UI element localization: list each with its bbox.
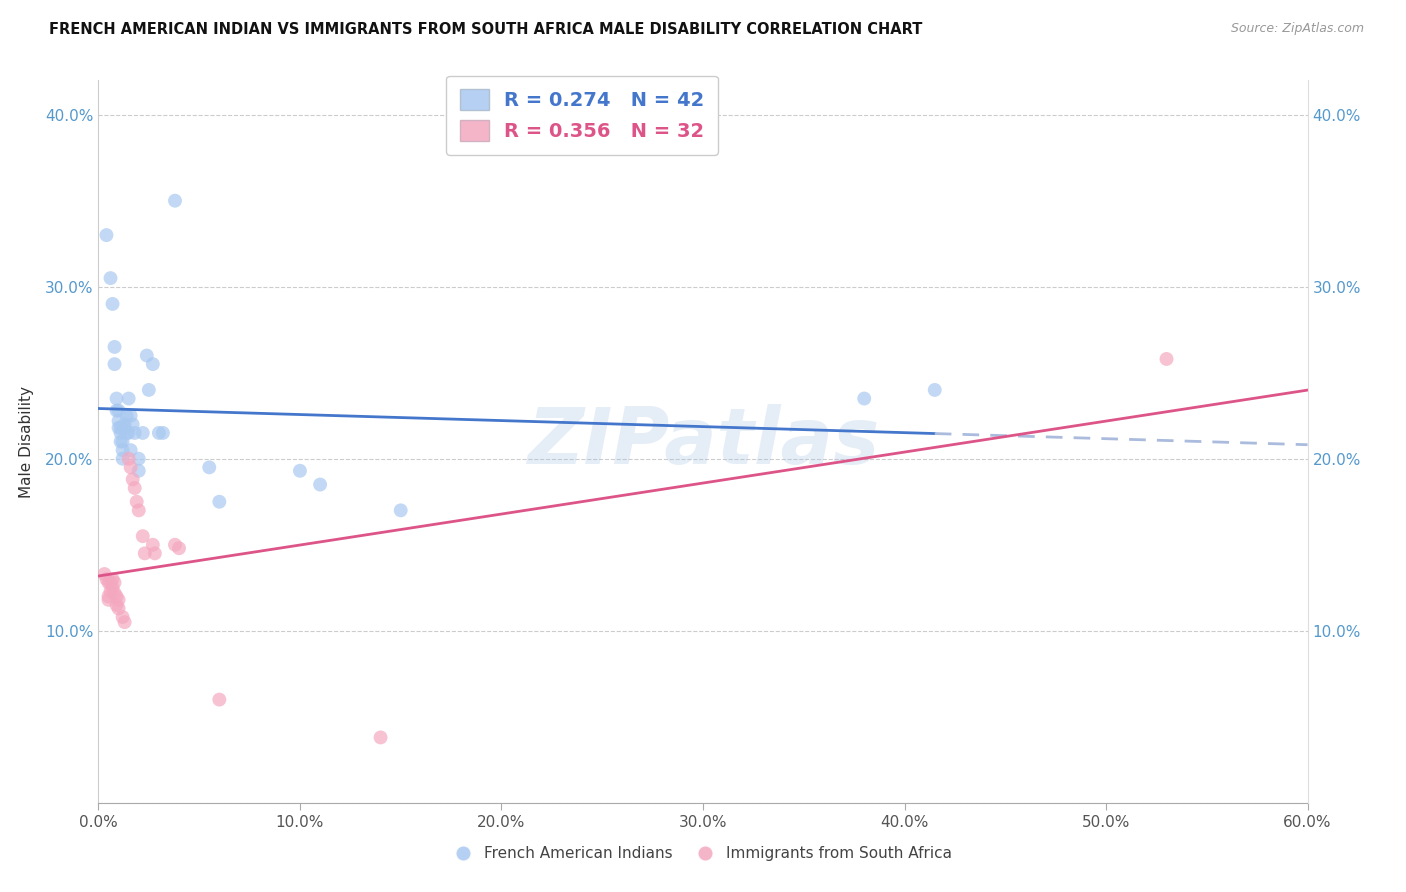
Point bbox=[142, 357, 165, 371]
Point bbox=[101, 297, 124, 311]
Point bbox=[124, 425, 146, 440]
Point bbox=[148, 425, 170, 440]
Point bbox=[120, 443, 142, 458]
Point bbox=[96, 228, 118, 243]
Point bbox=[924, 383, 946, 397]
Point bbox=[163, 538, 186, 552]
Point bbox=[115, 425, 138, 440]
Point bbox=[100, 271, 122, 285]
Point bbox=[111, 434, 134, 449]
Point bbox=[103, 575, 125, 590]
Point bbox=[142, 538, 165, 552]
Point bbox=[110, 434, 132, 449]
Point bbox=[115, 409, 138, 423]
Point bbox=[105, 590, 128, 604]
Y-axis label: Male Disability: Male Disability bbox=[18, 385, 34, 498]
Point bbox=[97, 575, 120, 590]
Point bbox=[114, 615, 136, 630]
Point bbox=[389, 503, 412, 517]
Text: Source: ZipAtlas.com: Source: ZipAtlas.com bbox=[1230, 22, 1364, 36]
Point bbox=[120, 409, 142, 423]
Point bbox=[105, 392, 128, 406]
Point bbox=[93, 567, 115, 582]
Point bbox=[111, 443, 134, 458]
Point bbox=[198, 460, 221, 475]
Point bbox=[128, 464, 150, 478]
Point bbox=[853, 392, 876, 406]
Point bbox=[110, 425, 132, 440]
Point bbox=[128, 451, 150, 466]
Point bbox=[103, 357, 125, 371]
Point bbox=[128, 503, 150, 517]
Point bbox=[370, 731, 392, 745]
Point bbox=[114, 417, 136, 432]
Point bbox=[118, 392, 141, 406]
Point bbox=[132, 425, 155, 440]
Point bbox=[124, 481, 146, 495]
Point bbox=[1156, 351, 1178, 366]
Point bbox=[110, 421, 132, 435]
Point bbox=[101, 572, 124, 586]
Point bbox=[105, 598, 128, 612]
Text: FRENCH AMERICAN INDIAN VS IMMIGRANTS FROM SOUTH AFRICA MALE DISABILITY CORRELATI: FRENCH AMERICAN INDIAN VS IMMIGRANTS FRO… bbox=[49, 22, 922, 37]
Point bbox=[105, 403, 128, 417]
Point bbox=[107, 421, 129, 435]
Point bbox=[96, 572, 118, 586]
Point bbox=[118, 425, 141, 440]
Point bbox=[107, 403, 129, 417]
Point bbox=[107, 592, 129, 607]
Point bbox=[103, 340, 125, 354]
Point bbox=[111, 451, 134, 466]
Point bbox=[208, 692, 231, 706]
Point bbox=[97, 592, 120, 607]
Point bbox=[114, 421, 136, 435]
Point bbox=[107, 414, 129, 428]
Point bbox=[111, 610, 134, 624]
Point bbox=[107, 601, 129, 615]
Point bbox=[134, 546, 156, 560]
Point bbox=[118, 451, 141, 466]
Point bbox=[135, 349, 157, 363]
Point bbox=[152, 425, 174, 440]
Point bbox=[100, 575, 122, 590]
Point bbox=[120, 460, 142, 475]
Text: ZIPatlas: ZIPatlas bbox=[527, 403, 879, 480]
Point bbox=[138, 383, 160, 397]
Point bbox=[309, 477, 332, 491]
Point bbox=[100, 584, 122, 599]
Point bbox=[121, 417, 143, 432]
Point bbox=[208, 494, 231, 508]
Point bbox=[132, 529, 155, 543]
Point bbox=[103, 586, 125, 600]
Point bbox=[143, 546, 166, 560]
Point bbox=[125, 494, 148, 508]
Point bbox=[163, 194, 186, 208]
Point bbox=[101, 581, 124, 595]
Point bbox=[121, 472, 143, 486]
Legend: French American Indians, Immigrants from South Africa: French American Indians, Immigrants from… bbox=[447, 840, 959, 867]
Point bbox=[167, 541, 190, 556]
Point bbox=[288, 464, 311, 478]
Point bbox=[97, 590, 120, 604]
